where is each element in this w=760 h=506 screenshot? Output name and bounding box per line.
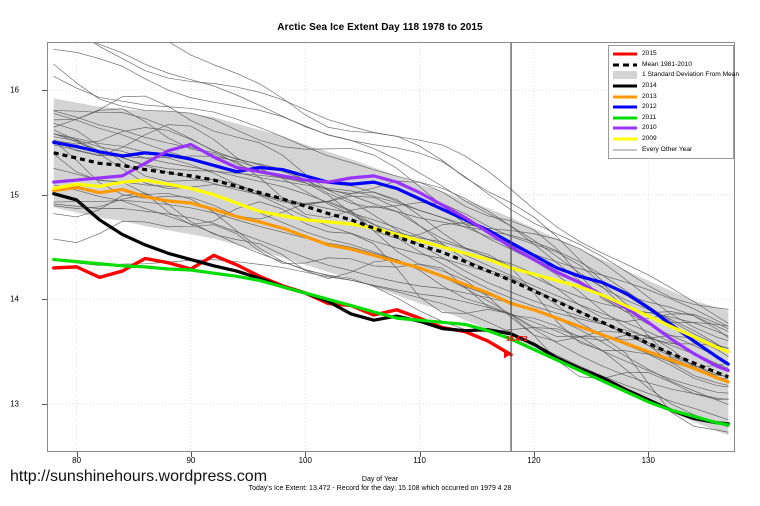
background-year-line — [53, 48, 729, 310]
background-year-line — [53, 153, 729, 433]
legend-item-2010: 2010 — [612, 123, 731, 134]
legend-item-2015: 2015 — [612, 49, 731, 60]
y-tick-label: 13 — [10, 399, 19, 409]
legend-swatch-icon — [612, 81, 638, 91]
legend-item-every-other-year: Every Other Year — [612, 144, 731, 155]
background-year-line — [53, 184, 729, 421]
series-line-2014 — [52, 192, 730, 426]
chart-legend: 2015 Mean 1981-2010 1 Standard Deviation F… — [608, 45, 739, 159]
legend-swatch-icon — [612, 134, 638, 144]
chart-caption: Today's Ice Extent: 13.472 - Record for … — [248, 485, 512, 492]
series-line-2010 — [52, 142, 730, 373]
series-line-2011 — [52, 257, 730, 427]
legend-item-1-standard-deviation-from-mean: 1 Standard Deviation From Mean — [612, 70, 739, 81]
legend-swatch-icon — [612, 102, 638, 112]
legend-label: 2013 — [642, 92, 657, 100]
legend-swatch-icon — [612, 49, 638, 59]
y-tick-mark — [42, 299, 47, 301]
background-year-line — [53, 127, 729, 327]
x-tick-label: 90 — [186, 456, 196, 465]
legend-swatch-icon — [612, 145, 638, 155]
background-year-line — [53, 108, 729, 388]
legend-label: 2011 — [642, 113, 657, 121]
background-year-line — [53, 220, 729, 380]
today-value-label: 13.472 — [506, 336, 528, 343]
x-tick-label: 80 — [72, 456, 82, 465]
background-year-line — [53, 133, 729, 378]
legend-item-2011: 2011 — [612, 113, 731, 124]
x-tick-mark — [190, 452, 192, 457]
background-year-line — [53, 140, 729, 386]
x-tick-mark — [305, 452, 307, 457]
y-tick-mark — [42, 403, 47, 405]
legend-label: 2014 — [642, 82, 657, 90]
y-tick-label: 14 — [10, 294, 19, 304]
legend-swatch-icon — [612, 123, 638, 133]
background-year-line — [53, 192, 729, 400]
x-axis-label: Day of Year — [361, 476, 399, 483]
watermark-url: http://sunshinehours.wordpress.com — [10, 468, 268, 485]
legend-label: 2015 — [642, 50, 657, 58]
plot-svg — [48, 43, 734, 451]
background-year-line — [169, 43, 729, 339]
legend-swatch-icon — [612, 92, 638, 102]
today-value-marker — [504, 350, 511, 359]
series-line-2012 — [52, 140, 730, 366]
x-tick-label: 100 — [298, 456, 312, 465]
y-tick-mark — [42, 90, 47, 92]
legend-item-mean-1981-2010: Mean 1981-2010 — [612, 60, 731, 71]
series-line-2009 — [52, 178, 730, 354]
legend-item-2012: 2012 — [612, 102, 731, 113]
x-tick-mark — [419, 452, 421, 457]
background-year-line — [53, 168, 729, 405]
y-tick-mark — [42, 194, 47, 196]
legend-label: 2009 — [642, 135, 657, 143]
legend-item-2013: 2013 — [612, 91, 731, 102]
x-tick-mark — [648, 452, 650, 457]
series-line-2013 — [52, 185, 730, 384]
legend-swatch-icon — [612, 60, 638, 70]
x-tick-label: 130 — [641, 456, 655, 465]
background-year-line — [53, 192, 729, 428]
y-tick-label: 15 — [10, 190, 19, 200]
legend-item-2014: 2014 — [612, 81, 731, 92]
series-line-mean-1981-2010 — [53, 151, 729, 379]
legend-item-2009: 2009 — [612, 134, 731, 145]
background-year-line — [95, 43, 729, 353]
x-tick-mark — [76, 452, 78, 457]
legend-label: Mean 1981-2010 — [642, 60, 692, 68]
background-year-line — [53, 122, 729, 357]
x-tick-mark — [533, 452, 535, 457]
legend-label: Every Other Year — [642, 145, 693, 153]
background-year-line — [53, 133, 729, 371]
legend-swatch-icon — [612, 113, 638, 123]
background-year-line — [53, 136, 729, 330]
legend-label: 2012 — [642, 103, 657, 111]
x-tick-label: 120 — [527, 456, 541, 465]
legend-label: 2010 — [642, 124, 657, 132]
background-year-line — [53, 63, 729, 349]
legend-swatch-icon — [612, 70, 638, 80]
legend-label: 1 Standard Deviation From Mean — [642, 71, 740, 79]
x-tick-label: 110 — [413, 456, 426, 465]
y-tick-label: 16 — [10, 85, 19, 95]
background-year-line — [53, 110, 729, 342]
chart-title: Arctic Sea Ice Extent Day 118 1978 to 20… — [277, 22, 483, 33]
